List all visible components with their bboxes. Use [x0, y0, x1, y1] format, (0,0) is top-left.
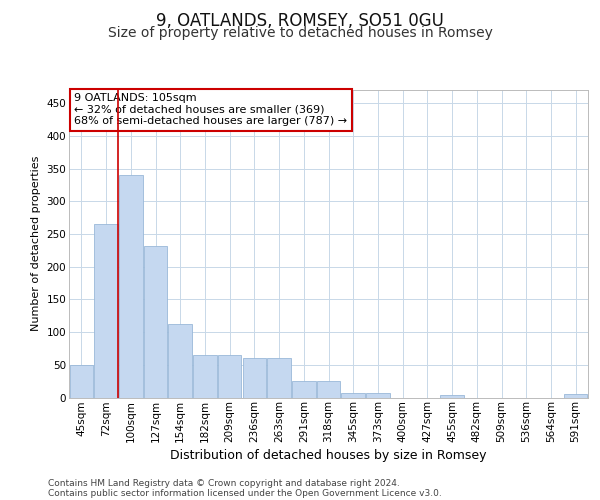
- Bar: [119, 175, 143, 398]
- Text: Size of property relative to detached houses in Romsey: Size of property relative to detached ho…: [107, 26, 493, 40]
- Bar: [317, 381, 340, 398]
- Bar: [440, 395, 464, 398]
- Y-axis label: Number of detached properties: Number of detached properties: [31, 156, 41, 332]
- Bar: [292, 381, 316, 398]
- X-axis label: Distribution of detached houses by size in Romsey: Distribution of detached houses by size …: [170, 450, 487, 462]
- Bar: [193, 355, 217, 398]
- Text: 9 OATLANDS: 105sqm
← 32% of detached houses are smaller (369)
68% of semi-detach: 9 OATLANDS: 105sqm ← 32% of detached hou…: [74, 93, 347, 126]
- Bar: [341, 393, 365, 398]
- Text: Contains HM Land Registry data © Crown copyright and database right 2024.: Contains HM Land Registry data © Crown c…: [48, 478, 400, 488]
- Bar: [70, 365, 93, 398]
- Bar: [268, 358, 291, 398]
- Text: Contains public sector information licensed under the Open Government Licence v3: Contains public sector information licen…: [48, 488, 442, 498]
- Bar: [94, 224, 118, 398]
- Bar: [144, 246, 167, 398]
- Bar: [242, 358, 266, 398]
- Bar: [169, 324, 192, 398]
- Text: 9, OATLANDS, ROMSEY, SO51 0GU: 9, OATLANDS, ROMSEY, SO51 0GU: [156, 12, 444, 30]
- Bar: [366, 393, 389, 398]
- Bar: [564, 394, 587, 398]
- Bar: [218, 355, 241, 398]
